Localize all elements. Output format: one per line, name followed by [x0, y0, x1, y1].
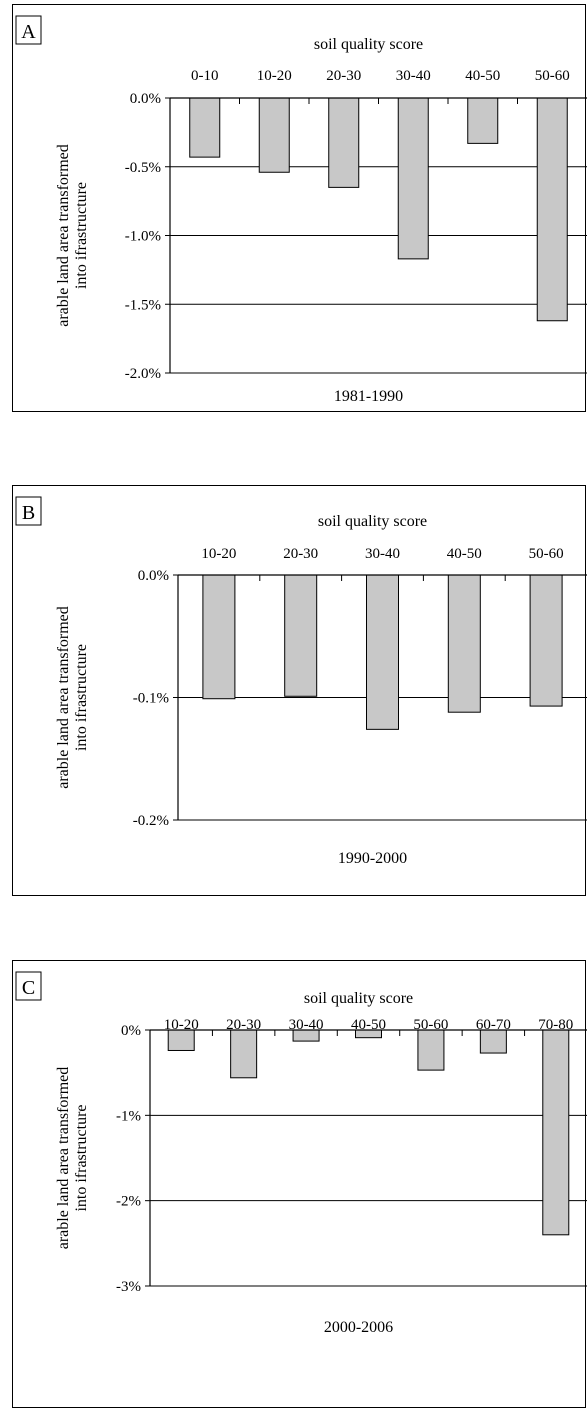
category-label: 0-10 [191, 68, 219, 84]
panel-label: C [22, 977, 35, 999]
category-label: 40-50 [447, 546, 482, 562]
y-tick-label: -1.5% [125, 297, 161, 313]
y-tick-label: -1% [116, 1108, 141, 1124]
y-tick-label: -1.0% [125, 229, 161, 245]
y-tick-label: -0.5% [125, 160, 161, 176]
bar-30-40 [397, 97, 429, 260]
category-label: 10-20 [201, 546, 236, 562]
category-label: 20-30 [283, 546, 318, 562]
category-label: 70-80 [538, 1017, 573, 1033]
y-axis-label: arable land area transformedinto ifrastr… [55, 1067, 90, 1250]
bar-10-20 [258, 97, 290, 173]
y-tick-label: -0.2% [133, 813, 169, 829]
category-label: 50-60 [413, 1017, 448, 1033]
category-label: 10-20 [164, 1017, 199, 1033]
y-tick-label: 0.0% [138, 568, 169, 584]
bar-50-60 [417, 1029, 445, 1071]
y-tick-label: -0.1% [133, 691, 169, 707]
bar-20-30 [328, 97, 360, 188]
chart-title: soil quality score [314, 36, 423, 53]
bar-70-80 [542, 1029, 570, 1236]
chart-title: soil quality score [304, 990, 413, 1007]
y-tick-label: 0% [121, 1023, 141, 1039]
category-label: 40-50 [465, 68, 500, 84]
bar-40-50 [467, 97, 499, 144]
panel-label-box [15, 971, 42, 1001]
bar-20-30 [230, 1029, 258, 1079]
category-label: 20-30 [226, 1017, 261, 1033]
y-tick-label: -2.0% [125, 366, 161, 382]
category-label: 50-60 [535, 68, 570, 84]
category-label: 30-40 [289, 1017, 324, 1033]
bar-30-40 [366, 574, 399, 730]
bar-50-60 [529, 574, 563, 707]
category-label: 30-40 [365, 546, 400, 562]
x-axis-label: 2000-2006 [324, 1319, 393, 1336]
bar-10-20 [202, 574, 236, 700]
category-label: 10-20 [257, 68, 292, 84]
y-tick-label: 0.0% [130, 91, 161, 107]
bar-40-50 [447, 574, 481, 713]
panel-label-box [15, 15, 42, 45]
x-axis-label: 1981-1990 [334, 388, 403, 405]
panel-label: A [21, 21, 36, 43]
category-label: 60-70 [476, 1017, 511, 1033]
bar-20-30 [284, 574, 318, 697]
x-axis-label: 1990-2000 [338, 850, 407, 867]
panel-label-box [15, 496, 42, 526]
category-label: 40-50 [351, 1017, 386, 1033]
y-tick-label: -3% [116, 1279, 141, 1295]
y-tick-label: -2% [116, 1194, 141, 1210]
chart-title: soil quality score [318, 513, 427, 530]
bar-10-20 [167, 1029, 195, 1051]
category-label: 20-30 [326, 68, 361, 84]
bar-0-10 [189, 97, 221, 158]
panel-label: B [22, 502, 35, 524]
bar-60-70 [479, 1029, 507, 1054]
bar-50-60 [536, 97, 568, 322]
y-axis-label: arable land area transformedinto ifrastr… [55, 606, 90, 789]
category-label: 50-60 [529, 546, 564, 562]
category-label: 30-40 [396, 68, 431, 84]
y-axis-label: arable land area transformedinto ifrastr… [55, 144, 90, 327]
